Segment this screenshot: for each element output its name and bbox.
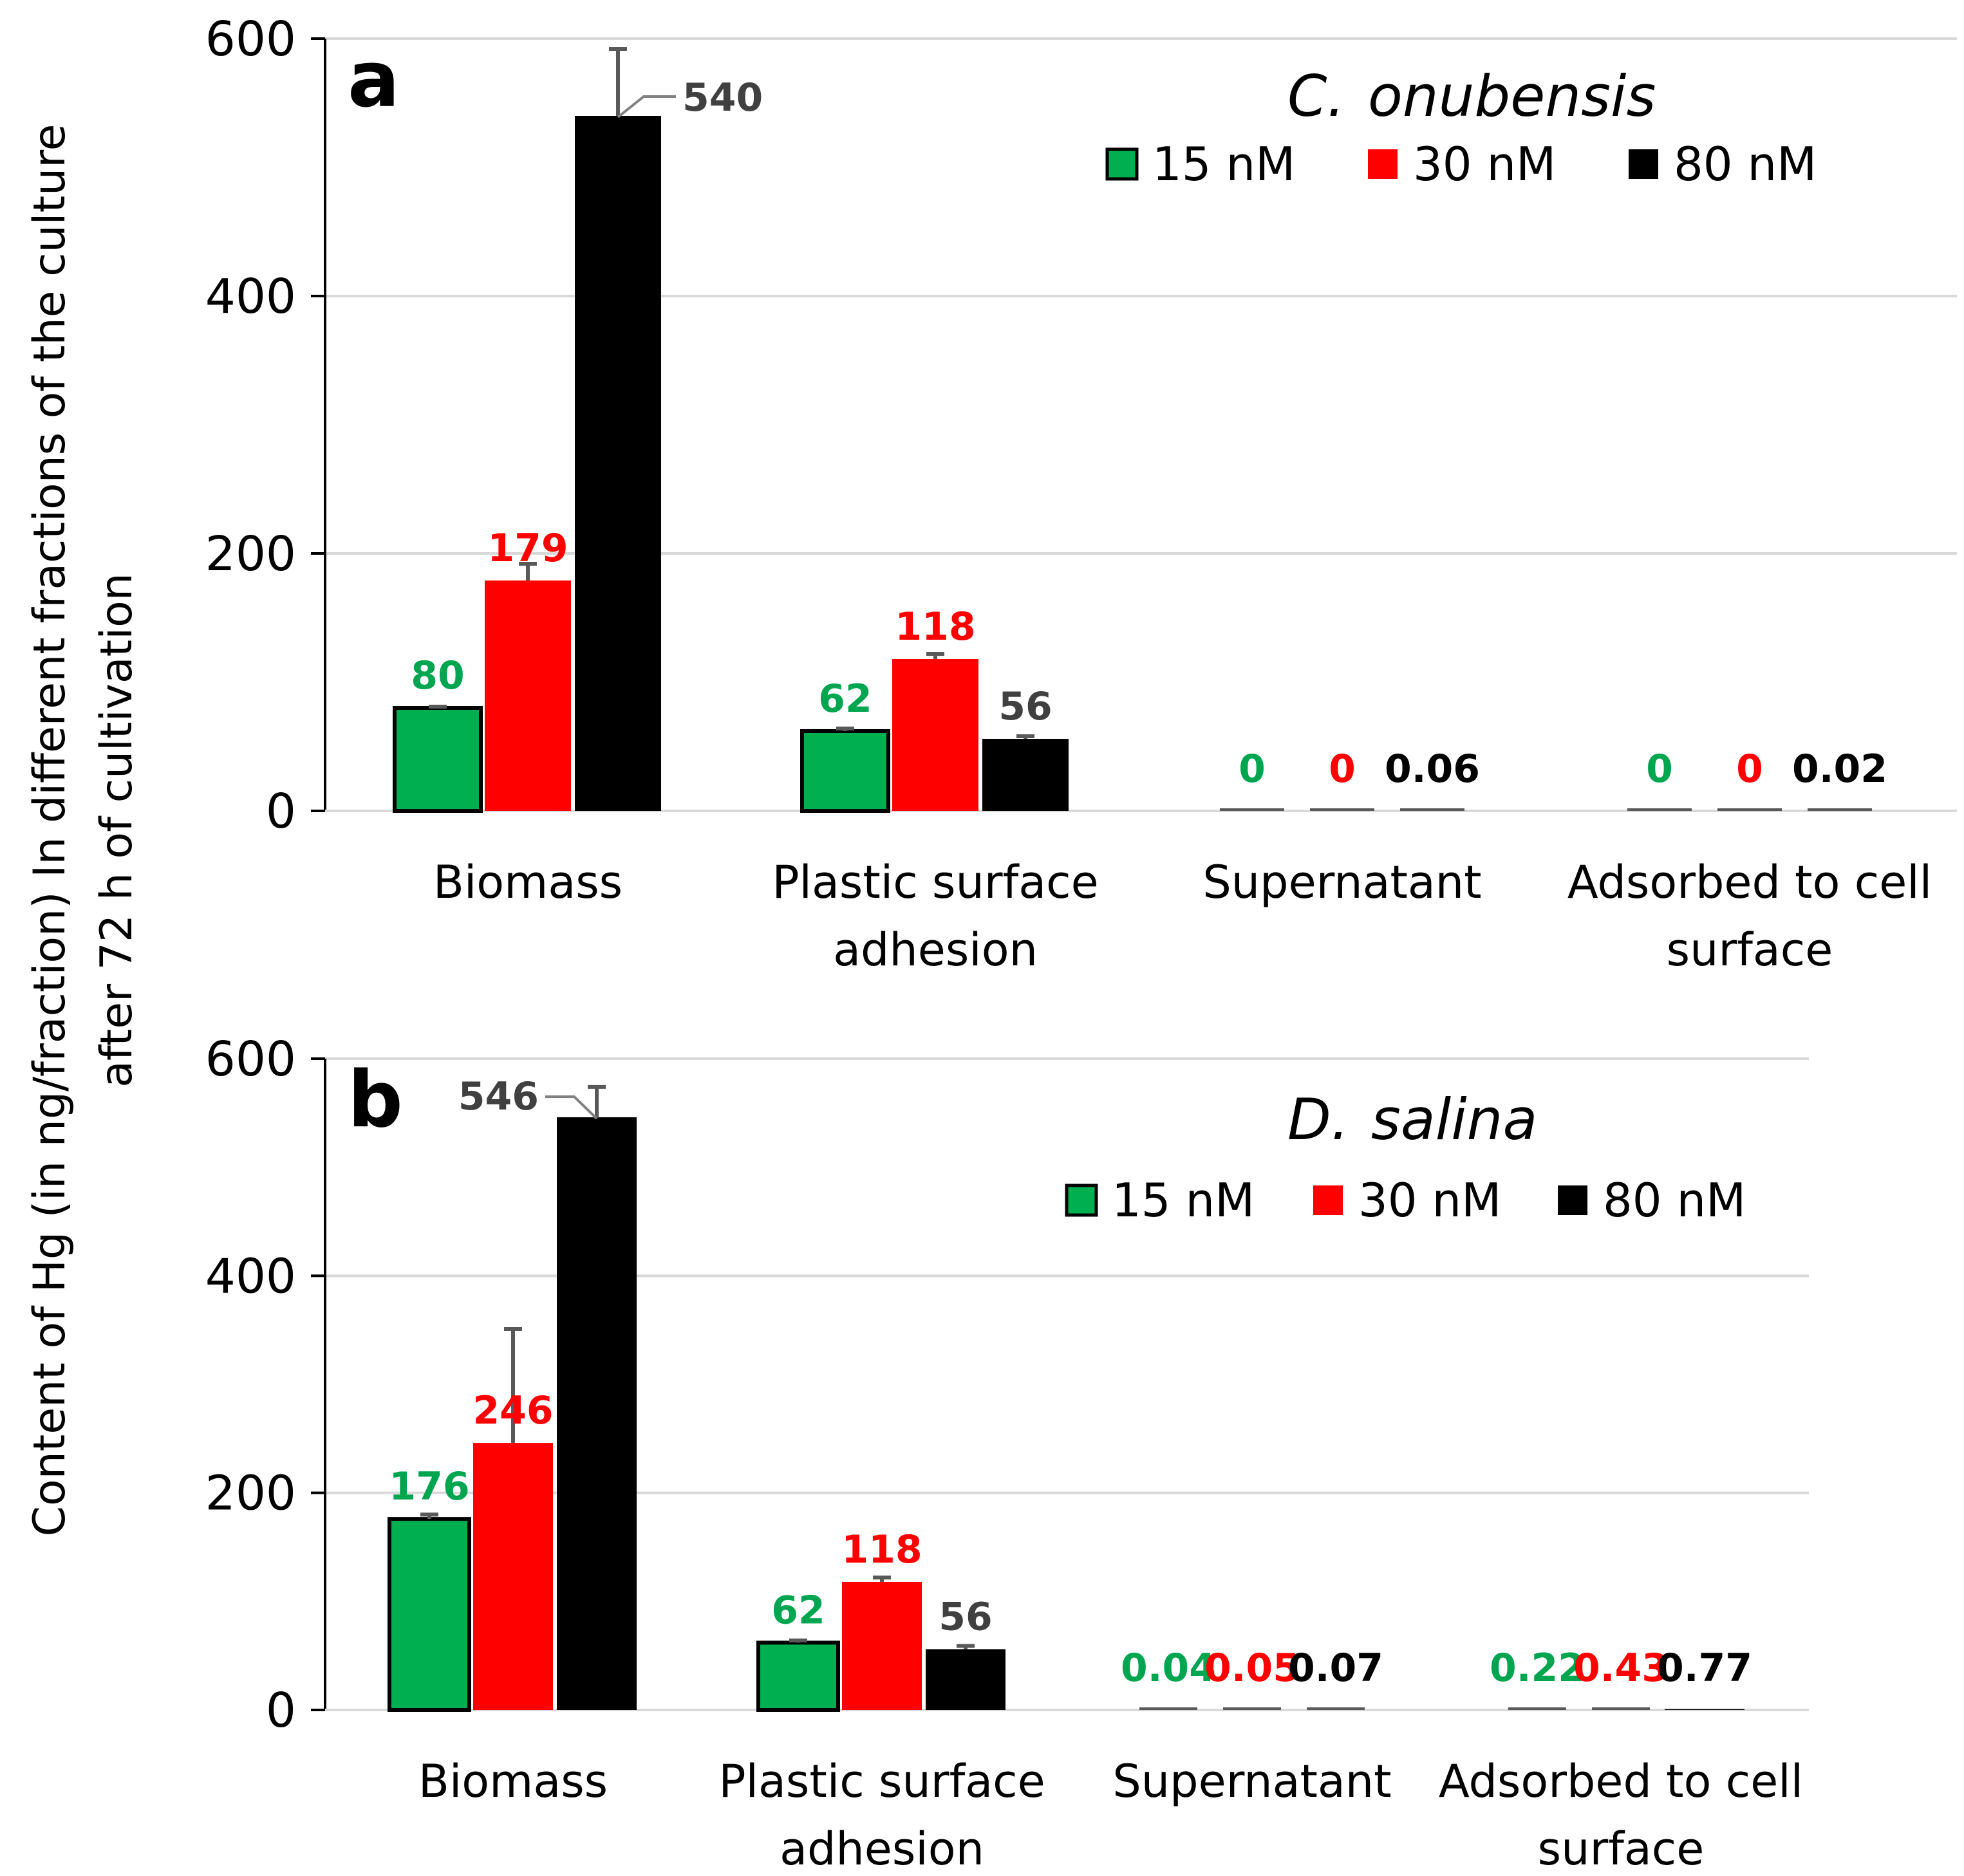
legend-label: 15 nM [1152, 137, 1295, 191]
data-label: 546 [458, 1074, 539, 1119]
y-tick-label: 400 [205, 1249, 296, 1304]
y-tick-label: 600 [205, 12, 296, 67]
data-label: 179 [487, 526, 568, 571]
category-label: Plastic surface [718, 1755, 1045, 1808]
panel-letter: b [348, 1055, 403, 1145]
chart-title-genus: D. [1287, 1086, 1349, 1153]
y-tick-label: 200 [205, 1466, 296, 1521]
bar-30nM-1 [842, 1581, 922, 1710]
data-label: 0 [1329, 747, 1356, 792]
data-label: 62 [771, 1588, 825, 1633]
data-label: 0.22 [1490, 1646, 1585, 1691]
category-label: Adsorbed to cell [1439, 1755, 1803, 1808]
category-label: Adsorbed to cell [1567, 856, 1932, 909]
legend-label: 80 nM [1674, 137, 1817, 191]
data-label: 0.04 [1121, 1646, 1216, 1691]
data-label-leader [617, 95, 676, 118]
chart-panel-a: 0 200 400 600 80 179 540 Biomass 62 118 56 Plastic … [205, 12, 1957, 976]
legend-label: 30 nM [1358, 1173, 1501, 1227]
data-label: 56 [939, 1595, 993, 1640]
bar-15nM-0 [393, 706, 483, 813]
data-label: 62 [818, 676, 872, 721]
y-tick-label: 400 [205, 269, 296, 324]
bar-80nM-0 [557, 1117, 637, 1710]
data-label: 0 [1646, 747, 1673, 792]
category-label: surface [1538, 1823, 1705, 1875]
bar-15nM-1 [800, 729, 890, 813]
bar-30nM-0 [485, 580, 571, 811]
chart-title-species: onubensis [1368, 63, 1656, 129]
bar-80nM-3 [1665, 1709, 1744, 1710]
bar-80nM-1 [982, 739, 1069, 811]
data-label: 0.43 [1573, 1646, 1669, 1691]
data-label: 0.77 [1657, 1646, 1752, 1691]
bar-80nM-1 [926, 1649, 1005, 1710]
legend-swatch [1558, 1185, 1587, 1215]
y-tick-label: 0 [266, 1683, 296, 1738]
bar-80nM-0 [575, 116, 661, 811]
category-label: Biomass [433, 856, 622, 909]
category-label: Supernatant [1112, 1755, 1391, 1808]
data-label: 118 [841, 1527, 922, 1572]
bar-30nM-1 [892, 659, 978, 811]
data-label: 540 [682, 75, 763, 120]
y-tick-label: 200 [205, 526, 296, 582]
legend-swatch [1065, 1184, 1098, 1217]
bar-15nM-0 [388, 1517, 471, 1713]
data-label: 0.06 [1385, 747, 1480, 792]
legend-swatch [1368, 149, 1398, 179]
legend-swatch [1313, 1185, 1343, 1215]
data-label: 176 [389, 1464, 469, 1509]
category-label: Plastic surface [772, 856, 1098, 909]
data-label: 80 [411, 653, 465, 698]
category-label: Supernatant [1202, 856, 1481, 909]
category-label: surface [1667, 924, 1833, 976]
legend-label: 15 nM [1112, 1173, 1255, 1227]
data-label: 0.05 [1204, 1646, 1300, 1691]
data-label: 0.02 [1792, 747, 1887, 792]
bar-15nM-1 [756, 1640, 840, 1713]
data-label-leader [545, 1095, 598, 1120]
data-label: 0.07 [1288, 1646, 1383, 1691]
data-label: 118 [895, 604, 975, 649]
legend-swatch [1105, 147, 1139, 181]
data-label: 246 [472, 1388, 553, 1433]
legend-label: 30 nM [1413, 137, 1556, 191]
panel-letter: a [348, 35, 400, 125]
category-label: adhesion [833, 924, 1038, 976]
data-label: 56 [998, 684, 1052, 729]
data-label: 0 [1736, 747, 1763, 792]
y-tick-label: 600 [205, 1032, 296, 1087]
legend-label: 80 nM [1603, 1173, 1746, 1227]
y-tick-label: 0 [266, 784, 296, 839]
category-label: Biomass [418, 1755, 608, 1808]
bar-30nM-0 [473, 1443, 553, 1710]
chart-title-genus: C. [1287, 63, 1345, 129]
category-label: adhesion [780, 1823, 984, 1875]
legend-swatch [1629, 149, 1658, 179]
data-label: 0 [1239, 747, 1266, 792]
chart-title-species: salina [1371, 1086, 1537, 1153]
